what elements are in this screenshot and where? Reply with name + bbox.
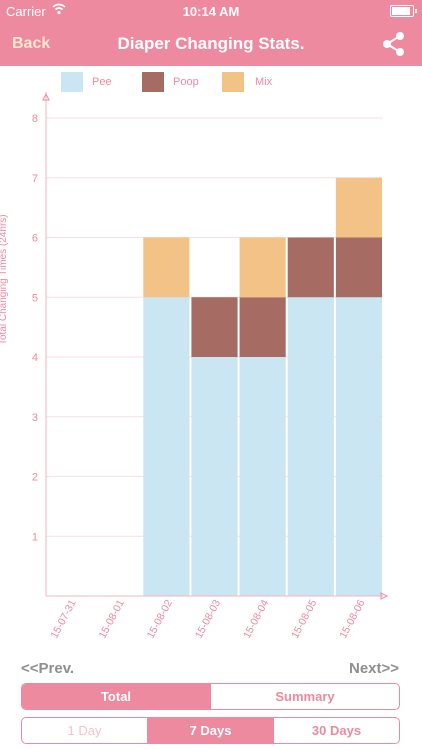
battery-icon [390, 5, 417, 17]
legend-label-mix: Mix [255, 76, 273, 88]
x-axis-arrow-icon [380, 592, 389, 600]
y-tick-label: 2 [32, 472, 38, 484]
bar-pee-15-08-02 [143, 297, 190, 596]
tab-1-day[interactable]: 1 Day [67, 723, 102, 738]
y-tick-label: 6 [32, 233, 38, 245]
x-tick-label: 15-08-06 [337, 598, 367, 641]
carrier-label: Carrier [6, 4, 46, 19]
chart-legend: Pee Poop Mix [0, 72, 422, 92]
share-icon[interactable] [380, 30, 408, 58]
clock: 10:14 AM [182, 4, 240, 19]
tab-30-days[interactable]: 30 Days [273, 718, 399, 743]
y-axis-title: Total Changing Times (24hrs) [0, 214, 9, 345]
bar-poop-15-08-03 [191, 297, 238, 357]
tab-total[interactable]: Total [22, 684, 210, 709]
legend-swatch-poop [142, 72, 164, 92]
bar-mix-15-08-06 [335, 177, 382, 238]
x-tick-label: 15-08-03 [193, 598, 223, 641]
bar-poop-15-08-06 [335, 237, 382, 298]
tab-summary[interactable]: Summary [210, 684, 399, 709]
back-button[interactable]: Back [12, 35, 51, 52]
x-tick-label: 15-07-31 [48, 598, 78, 641]
bar-mix-15-08-02 [143, 237, 190, 298]
y-tick-label: 4 [32, 352, 38, 364]
next-button[interactable]: Next>> [349, 660, 400, 677]
y-tick-label: 7 [32, 173, 38, 185]
page-title: Diaper Changing Stats. [117, 34, 305, 53]
x-tick-label: 15-08-05 [289, 598, 319, 641]
legend-label-pee: Pee [92, 76, 112, 88]
mode-segmented-control: Total Summary [21, 683, 400, 710]
y-tick-label: 3 [32, 412, 38, 424]
navigation-bar: Back Diaper Changing Stats. [0, 22, 422, 66]
y-axis-arrow-icon [42, 92, 50, 101]
legend-swatch-mix [222, 72, 244, 92]
bar-mix-15-08-04 [239, 237, 286, 298]
stacked-bar-chart: 1 2 3 4 5 6 7 8 15-07-31 15-08-01 15-08-02 15-08-03… [32, 92, 389, 641]
bar-poop-15-08-05 [287, 237, 334, 298]
y-tick-label: 5 [32, 292, 38, 304]
bar-pee-15-08-06 [335, 297, 382, 596]
x-tick-label: 15-08-01 [97, 598, 127, 641]
status-bar: Carrier 10:14 AM [0, 0, 422, 22]
x-tick-label: 15-08-04 [241, 598, 271, 641]
bar-pee-15-08-03 [191, 357, 238, 596]
legend-swatch-pee [61, 72, 83, 92]
y-tick-label: 1 [32, 531, 38, 543]
bar-pee-15-08-04 [239, 357, 286, 596]
prev-button[interactable]: <<Prev. [21, 660, 75, 677]
y-tick-label: 8 [32, 113, 38, 125]
legend-label-poop: Poop [173, 76, 199, 88]
bar-poop-15-08-04 [239, 297, 286, 357]
wifi-icon [52, 3, 66, 15]
x-tick-label: 15-08-02 [145, 598, 175, 641]
tab-7-days[interactable]: 7 Days [147, 718, 273, 743]
bar-pee-15-08-05 [287, 297, 334, 596]
range-segmented-control: 1 Day 7 Days 30 Days [21, 717, 400, 744]
